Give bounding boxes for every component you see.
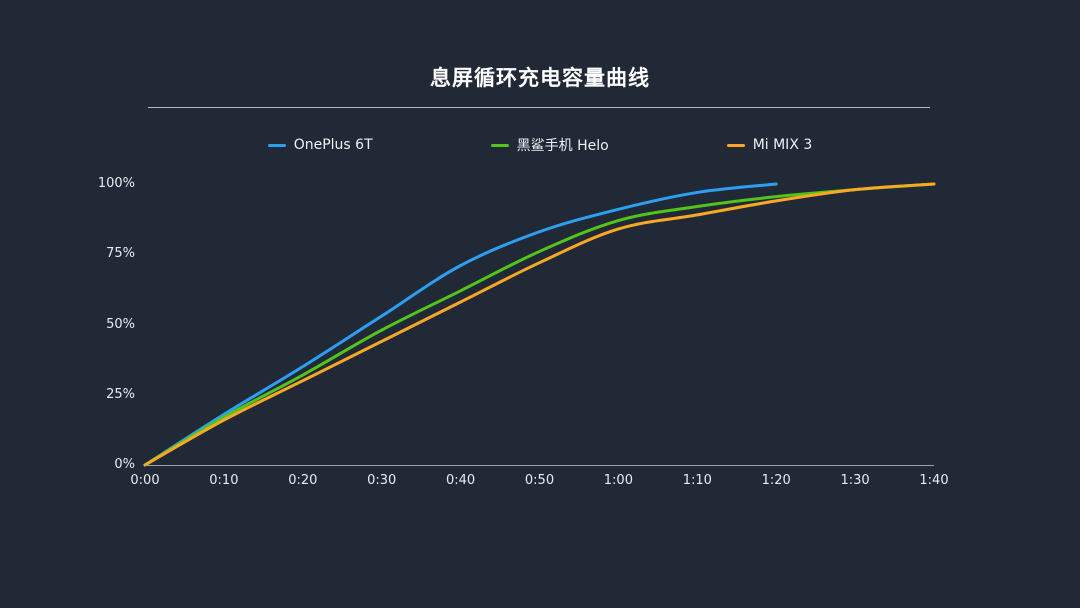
legend-label: OnePlus 6T — [293, 137, 373, 153]
x-axis-tick-label: 0:40 — [445, 473, 476, 488]
y-axis-tick-label: 50% — [106, 316, 135, 332]
x-axis-tick-label: 0:00 — [130, 473, 160, 488]
legend-label: Mi MIX 3 — [752, 137, 813, 153]
x-axis-tick-label: 1:10 — [682, 473, 712, 488]
title-divider — [148, 107, 930, 108]
series-line-mi-mix-3 — [143, 182, 936, 467]
y-axis-tick-label: 25% — [106, 386, 135, 402]
line-chart-canvas — [143, 182, 936, 467]
legend-line-marker-orange — [726, 143, 745, 147]
y-axis-tick-label: 75% — [106, 246, 135, 262]
legend-item-mi-mix-3: Mi MIX 3 — [726, 135, 813, 155]
x-axis-tick-label: 1:40 — [919, 473, 949, 488]
x-axis-tick-label: 1:20 — [761, 473, 791, 488]
legend-label: 黑鲨手机 Helo — [516, 138, 609, 154]
x-axis-tick-label: 1:00 — [603, 473, 633, 488]
legend-line-marker-blue — [267, 143, 286, 147]
legend-item-blackshark-helo: 黑鲨手机 Helo — [490, 135, 609, 155]
legend: OnePlus 6T 黑鲨手机 Helo Mi MIX 3 — [0, 135, 1080, 155]
y-axis-tick-label: 0% — [114, 457, 135, 472]
x-axis-line — [145, 465, 934, 466]
x-axis-tick-label: 1:30 — [840, 473, 870, 488]
chart-title: 息屏循环充电容量曲线 — [430, 66, 650, 90]
y-axis-tick-label: 100% — [97, 176, 135, 191]
x-axis-tick-label: 0:50 — [524, 473, 555, 488]
legend-line-marker-green — [490, 143, 509, 147]
x-axis-tick-label: 0:20 — [288, 473, 318, 488]
series-line-黑鲨手机-helo — [143, 182, 936, 467]
series-line-oneplus-6t — [143, 182, 778, 467]
legend-item-oneplus-6t: OnePlus 6T — [267, 135, 373, 155]
x-axis-tick-label: 0:30 — [367, 473, 397, 488]
x-axis-tick-label: 0:10 — [209, 473, 239, 488]
